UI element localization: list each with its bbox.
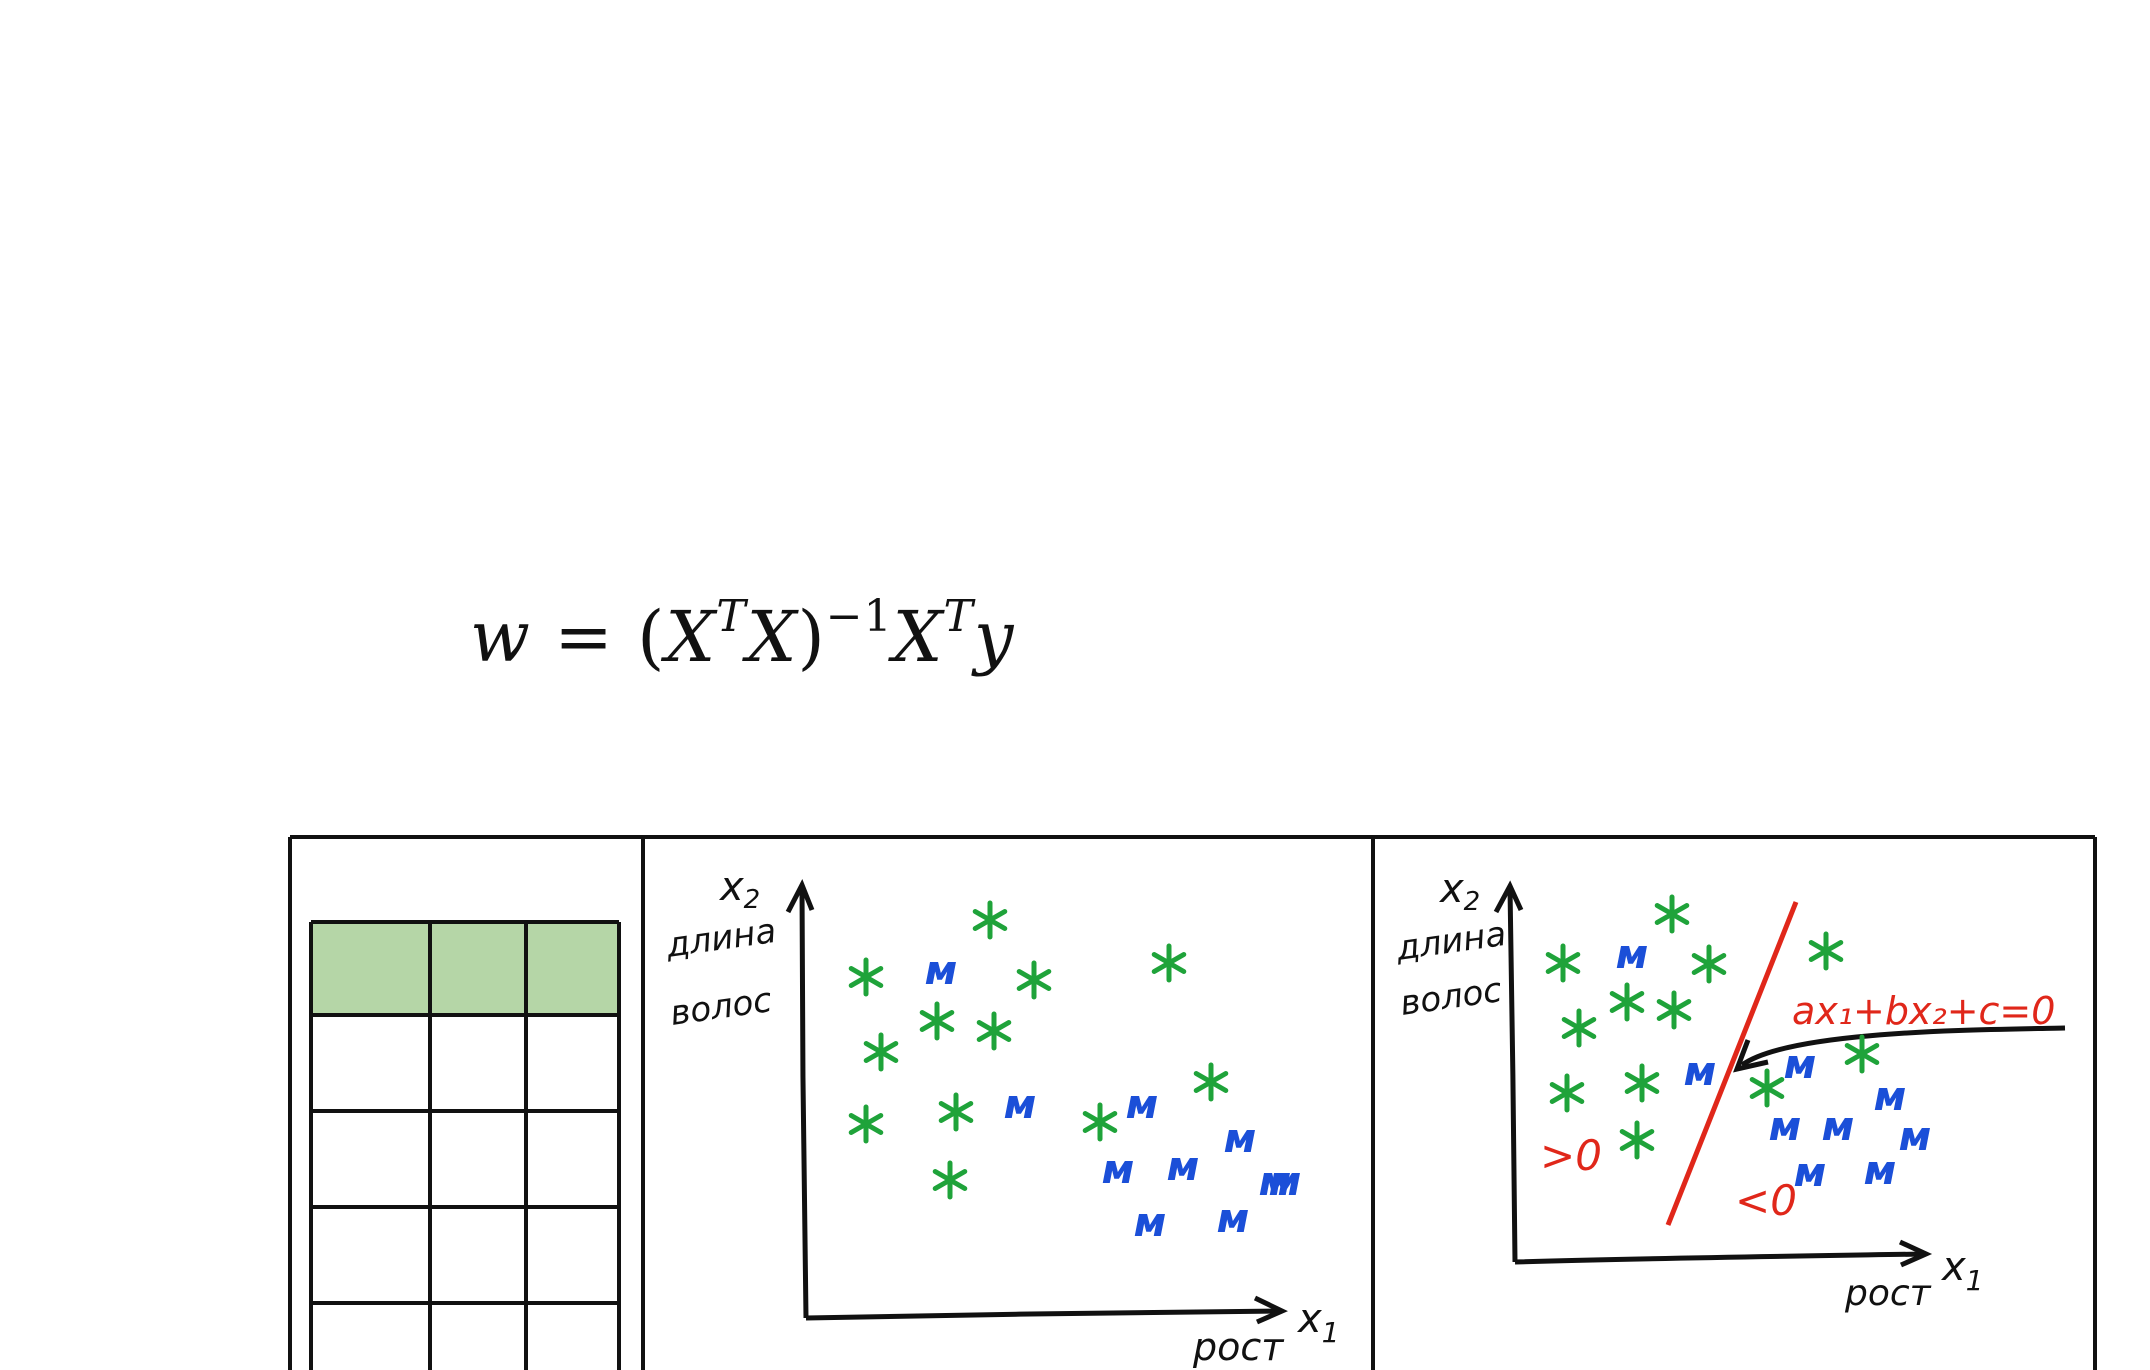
y-axis-word-left-1: длина [663, 911, 779, 966]
m-mark: м [1874, 1074, 1907, 1120]
feature-table [309, 920, 621, 1370]
m-mark: м [1126, 1082, 1159, 1128]
m-mark: м [1784, 1042, 1817, 1088]
x-axis-label-right: x1 [1940, 1244, 1984, 1297]
m-mark: м [1616, 932, 1649, 978]
m-mark: м [1822, 1104, 1855, 1150]
m-mark: м [1004, 1082, 1037, 1128]
y-axis-word-right-2: волос [1398, 970, 1505, 1024]
m-mark: м [1269, 1159, 1302, 1205]
m-mark: м [1134, 1200, 1167, 1246]
m-mark: м [1217, 1196, 1250, 1242]
y-axis-label-left: x2 [718, 864, 760, 915]
x-axis-right [1514, 1251, 1926, 1265]
x-axis-word-right: рост [1844, 1273, 1932, 1314]
star-mark [1016, 960, 1052, 1000]
table-header-row [311, 922, 619, 1015]
star-mark [938, 1092, 974, 1132]
star-mark [1193, 1062, 1229, 1102]
star-mark [1082, 1102, 1118, 1142]
positive-side-label: >0 [1540, 1131, 1602, 1180]
negative-side-label: <0 [1735, 1176, 1797, 1225]
star-mark [1609, 982, 1645, 1022]
y-axis-arrowhead-left [785, 879, 815, 914]
formula-x1: X [665, 596, 717, 678]
decision-boundary-line [1665, 901, 1799, 1226]
y-axis-label-right: x2 [1438, 866, 1480, 917]
left-star-points [848, 900, 1229, 1200]
formula-t1: T [716, 591, 747, 642]
formula-x2: X [746, 596, 798, 678]
formula-t2: T [943, 591, 974, 642]
m-mark: м [1864, 1148, 1897, 1194]
x-axis-label-left: x1 [1296, 1296, 1340, 1349]
star-mark [1545, 943, 1581, 983]
star-mark [1844, 1034, 1880, 1074]
formula-lparen: ( [637, 596, 666, 678]
formula-equals: = [554, 596, 614, 678]
m-mark: м [1167, 1144, 1200, 1190]
normal-equation-formula: w = (XTX)−1XTy [470, 595, 1015, 679]
m-mark: м [1899, 1114, 1932, 1160]
y-axis-word-right-1: длина [1393, 914, 1509, 969]
formula-y: y [973, 596, 1015, 678]
star-mark [848, 1104, 884, 1144]
m-mark: м [1769, 1104, 1802, 1150]
boundary-equation: ax₁+bx₂+c=0 [1792, 989, 2055, 1033]
star-mark [976, 1011, 1012, 1051]
star-mark [1749, 1068, 1785, 1108]
equation-pointer-arrow [1740, 1025, 2066, 1068]
m-mark: м [1259, 1159, 1292, 1205]
star-mark [863, 1032, 899, 1072]
star-mark [1561, 1008, 1597, 1048]
m-mark: м [925, 948, 958, 994]
star-mark [1619, 1120, 1655, 1160]
m-mark: м [1102, 1147, 1135, 1193]
equation-pointer-arrowhead [1733, 1039, 1769, 1073]
star-mark [1691, 944, 1727, 984]
formula-x3: X [892, 596, 944, 678]
m-mark: м [1684, 1049, 1717, 1095]
star-mark [1624, 1063, 1660, 1103]
star-mark [1549, 1073, 1585, 1113]
star-mark [919, 1001, 955, 1041]
star-mark [1808, 931, 1844, 971]
star-mark [932, 1160, 968, 1200]
x-axis-word-left: рост [1192, 1325, 1285, 1369]
star-mark [1656, 990, 1692, 1030]
panels-frame [288, 835, 2097, 1370]
x-axis-arrowhead-left [1253, 1295, 1288, 1325]
scatter-panel-right: x2 длина волос рост x1 ax₁+bx₂+c=0 >0 <0… [1393, 866, 2066, 1314]
formula-inverse: −1 [825, 591, 893, 642]
formula-rparen: ) [797, 596, 826, 678]
y-axis-word-left-2: волос [668, 980, 775, 1034]
star-mark [1151, 943, 1187, 983]
y-axis-right [1507, 887, 1518, 1263]
star-mark [848, 957, 884, 997]
y-axis-arrowhead-right [1493, 880, 1524, 914]
m-mark: м [1794, 1150, 1827, 1196]
y-axis-left [799, 886, 809, 1319]
star-mark [1654, 894, 1690, 934]
m-mark: м [1224, 1116, 1257, 1162]
formula-w: w [470, 596, 531, 678]
x-axis-arrowhead-right [1898, 1239, 1933, 1268]
x-axis-left [805, 1308, 1281, 1321]
right-star-points [1545, 894, 1880, 1160]
star-mark [972, 900, 1008, 940]
